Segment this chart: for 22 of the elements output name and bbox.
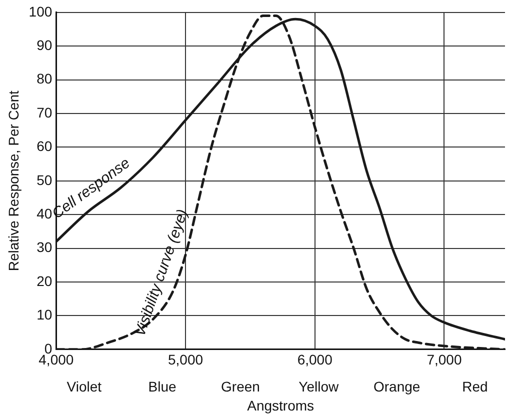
y-tick-label: 50 (36, 172, 52, 188)
y-tick-label: 10 (36, 306, 52, 323)
text: Blue (148, 378, 177, 394)
y-tick-label: 30 (36, 239, 52, 256)
y-tick-label: 60 (36, 138, 52, 154)
y-tick-label: 80 (36, 70, 52, 87)
x-tick-label: 7,000 (426, 352, 462, 368)
x-tick-label: 5,000 (168, 352, 204, 368)
x-tick-label: 6,000 (297, 352, 333, 368)
y-tick-label: 20 (36, 272, 52, 289)
y-tick-label: 40 (36, 205, 52, 222)
text: Violet (66, 378, 102, 394)
y-tick-label: 90 (36, 36, 52, 53)
x-axis-title: Angstroms (247, 397, 314, 414)
text: Yellow (298, 378, 340, 394)
text: Green (221, 378, 260, 394)
y-tick-label: 100 (28, 3, 52, 20)
y-tick-label: 70 (36, 104, 52, 120)
text: Orange (373, 378, 420, 394)
y-tick-label: 0 (44, 340, 52, 356)
y-axis-title: Relative Response, Per Cent (5, 90, 22, 272)
text: Red (462, 378, 488, 394)
